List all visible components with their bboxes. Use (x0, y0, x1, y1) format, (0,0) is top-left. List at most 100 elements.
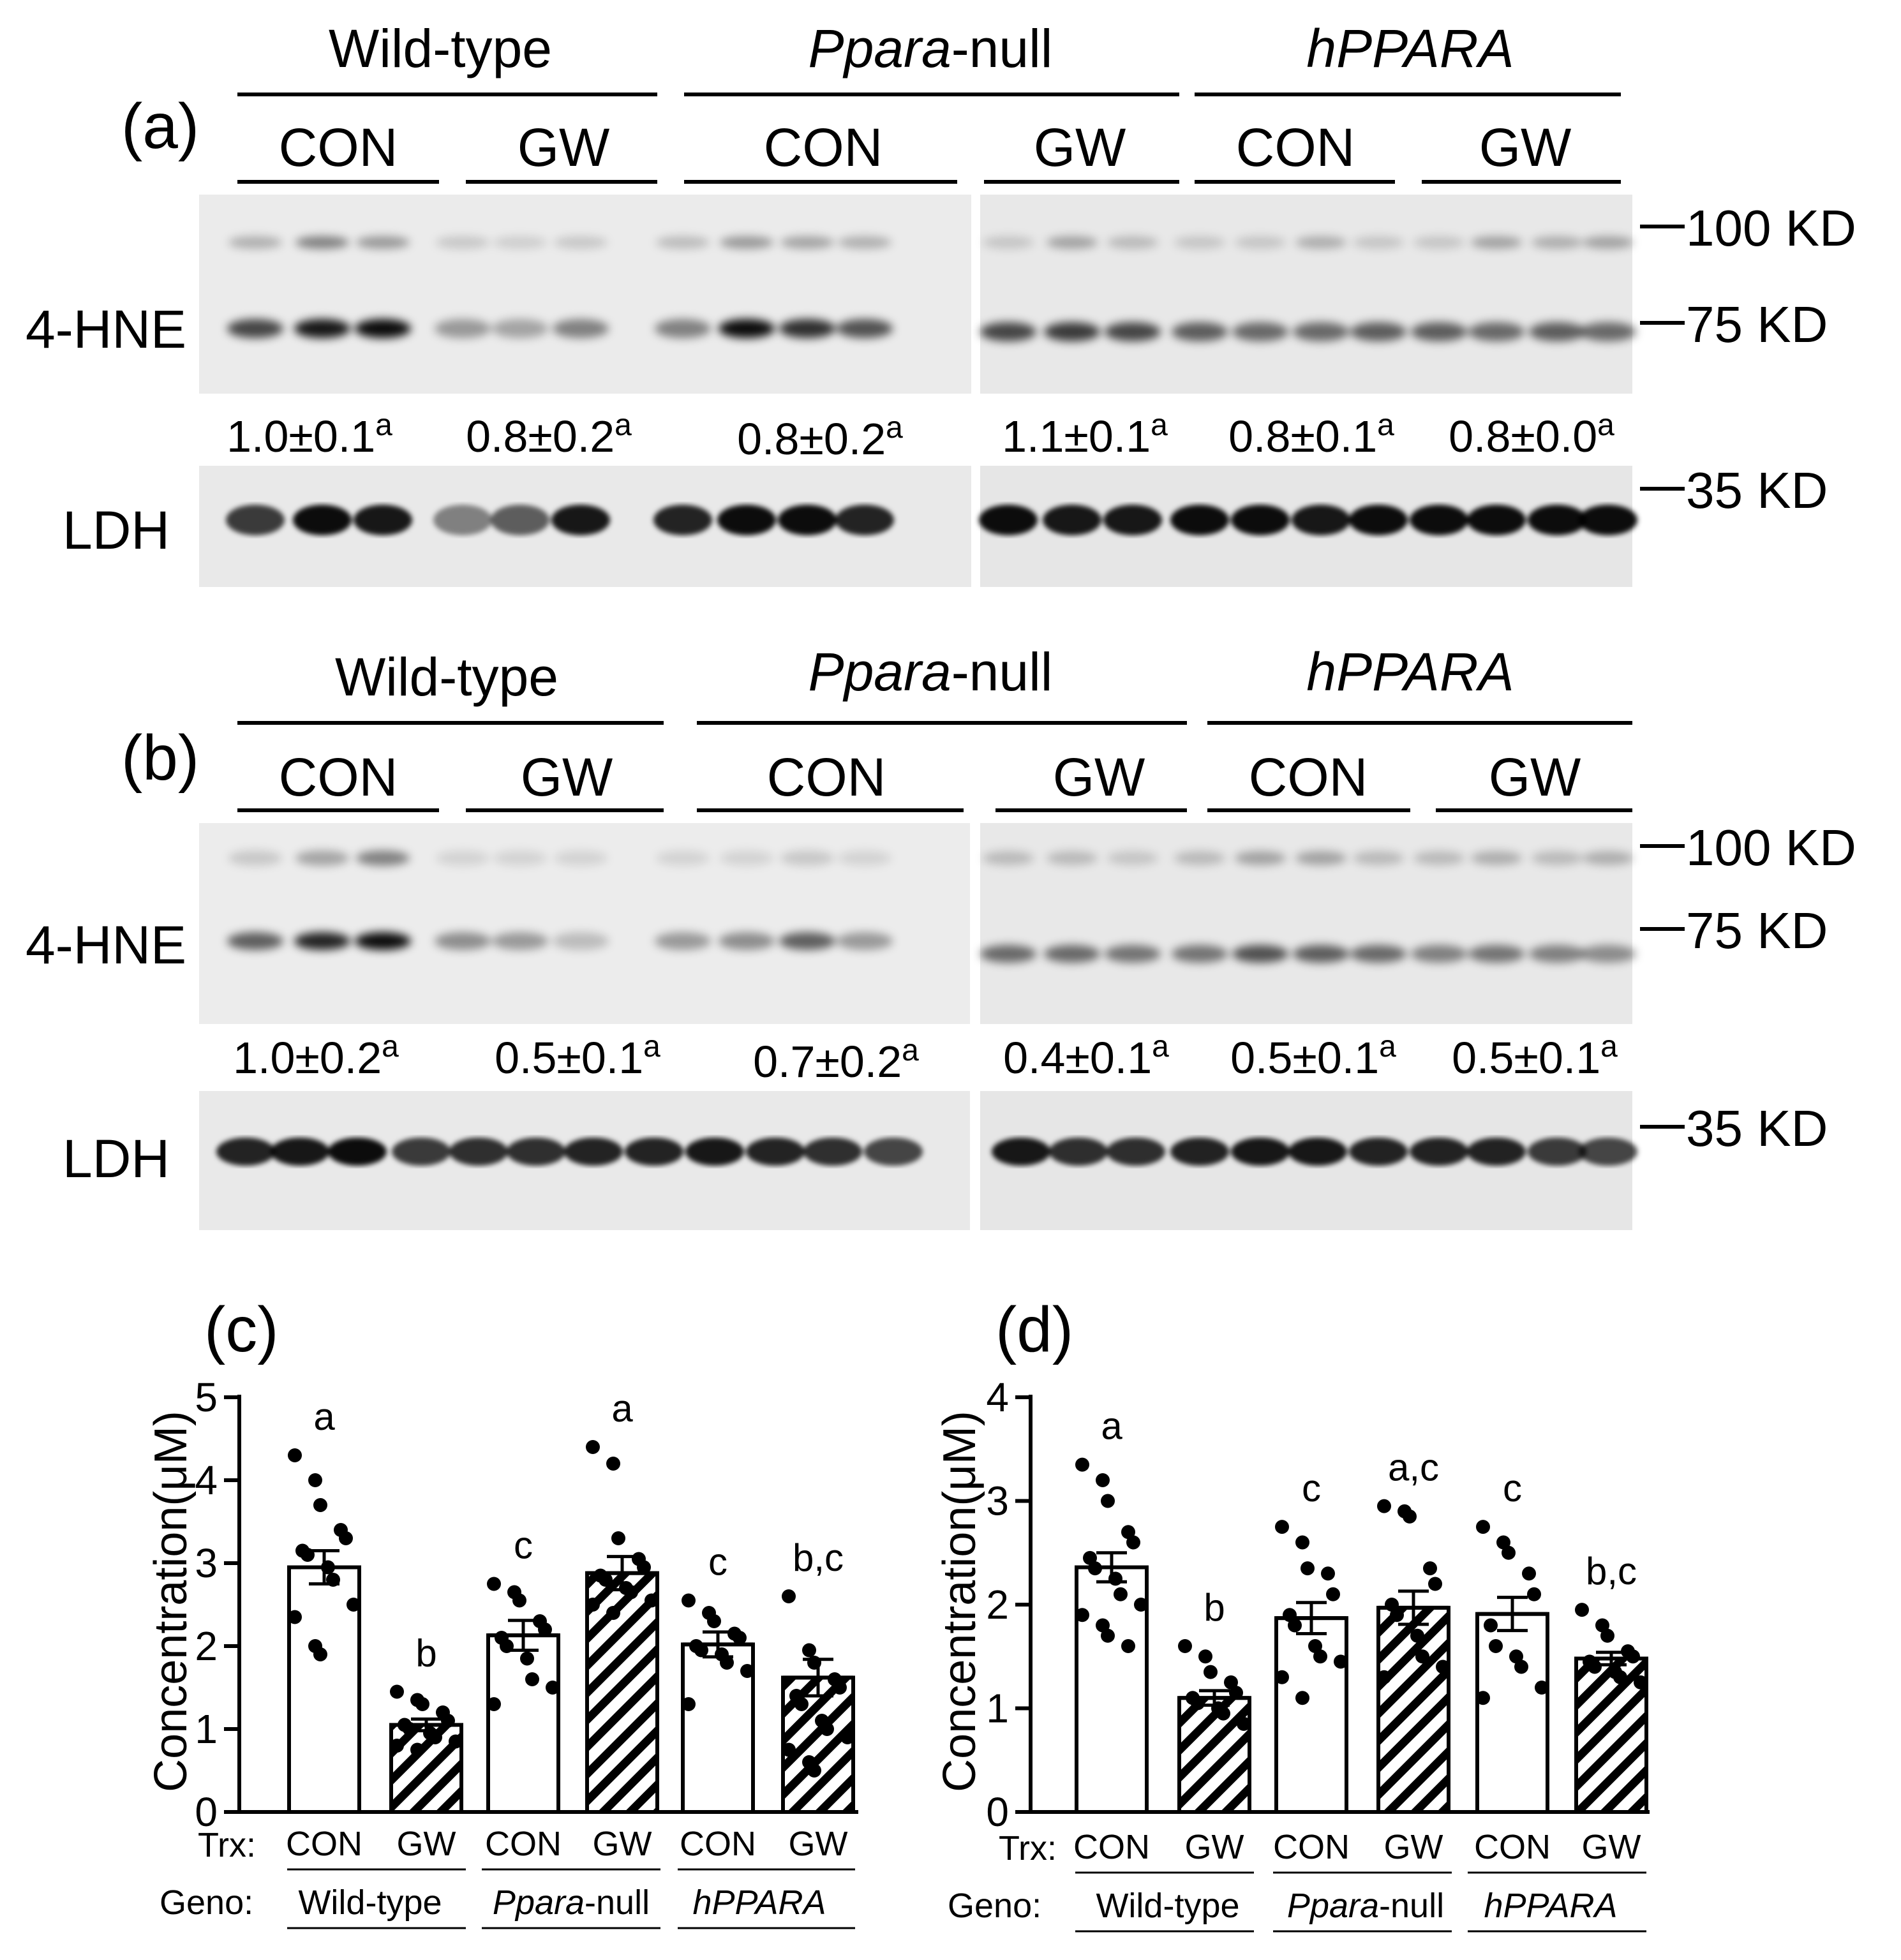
blot-band (1295, 236, 1346, 249)
panel-a-ratio-0: 1.0±0.1a (227, 408, 392, 461)
blot-band (1468, 945, 1525, 963)
blot-band (227, 319, 283, 338)
data-point (1588, 1659, 1602, 1674)
data-point (1502, 1545, 1516, 1560)
data-point (1377, 1499, 1391, 1513)
panel-a-trt-4: CON (1236, 117, 1355, 177)
blot-band (1349, 505, 1408, 535)
blot-band (554, 850, 608, 866)
data-point (637, 1560, 651, 1575)
blot-band (1105, 945, 1161, 963)
blot-band (356, 236, 410, 249)
panel-a-label: (a) (121, 91, 199, 162)
blot-band (1047, 236, 1098, 249)
data-point (1295, 1691, 1309, 1705)
panel-a-trt-2: CON (764, 117, 883, 177)
blot-band (1288, 1138, 1347, 1166)
blot-band (553, 932, 609, 950)
data-point (1484, 1618, 1498, 1633)
significance-letter: a (611, 1387, 633, 1430)
blot-band (1235, 851, 1286, 865)
blot-band (864, 1138, 923, 1166)
panel-a-geno-wt: Wild-type (329, 19, 552, 78)
significance-letter: c (708, 1541, 727, 1584)
blot-band (780, 850, 834, 866)
blot-band (1413, 236, 1465, 249)
panel-b: (b) Wild-type Ppara-null hPPARA CON GW C… (26, 642, 1856, 1230)
blot-band (492, 319, 548, 338)
data-point (645, 1593, 659, 1608)
panel-b-band-4hne: 4-HNE (26, 915, 186, 975)
blot-band (1528, 1138, 1586, 1166)
panel-d-geno-null: Ppara-null (1287, 1887, 1444, 1925)
blot-band (295, 236, 349, 249)
blot-band (271, 1138, 329, 1166)
blot-band (216, 1138, 275, 1166)
data-point (694, 1643, 708, 1658)
blot-band (1532, 236, 1583, 249)
blot-band (1528, 505, 1586, 535)
y-tick-label: 1 (986, 1686, 1009, 1732)
significance-letter: b (1204, 1586, 1225, 1629)
data-point (1216, 1706, 1230, 1721)
data-point (611, 1531, 625, 1545)
data-point (1595, 1618, 1609, 1633)
blot-band (226, 505, 285, 535)
blot-band (720, 236, 773, 249)
bar (1376, 1605, 1450, 1814)
significance-letter: a,c (1388, 1446, 1439, 1489)
panel-a-trt-1: GW (518, 117, 610, 177)
data-point (1423, 1561, 1437, 1576)
blot-band (1583, 236, 1634, 249)
blot-band (1231, 1138, 1290, 1166)
x-tick-label: GW (1185, 1828, 1244, 1866)
panel-c-geno-null: Ppara-null (493, 1883, 650, 1922)
data-point (1415, 1649, 1429, 1664)
data-point (740, 1664, 754, 1678)
data-point (1489, 1639, 1503, 1653)
data-point (1509, 1649, 1523, 1664)
data-point (1096, 1473, 1110, 1487)
blot-band (983, 851, 1034, 865)
blot-band (1350, 322, 1406, 341)
data-point (347, 1598, 361, 1612)
blot-band (1532, 851, 1583, 865)
blot-band (1172, 322, 1228, 341)
blot-band (625, 1138, 683, 1166)
blot-band (803, 1138, 862, 1166)
blot-band (1174, 851, 1225, 865)
panel-a-trt-0: CON (279, 117, 398, 177)
blot-band (1471, 851, 1522, 865)
panel-d-geno-label: Geno: (948, 1887, 1041, 1925)
panel-a-ratio-1: 0.8±0.2a (466, 408, 632, 461)
data-point (546, 1681, 560, 1695)
data-point (1428, 1577, 1442, 1591)
blot-band (295, 850, 349, 866)
data-point (782, 1589, 796, 1603)
data-point (1101, 1494, 1115, 1508)
blot-band (294, 319, 350, 338)
panel-d-trx-label: Trx: (999, 1829, 1057, 1867)
blot-band (655, 319, 711, 338)
blot-band (1107, 851, 1158, 865)
x-tick-label: GW (789, 1825, 848, 1863)
blot-band (1049, 1138, 1108, 1166)
panel-b-marker-35: 35 KD (1686, 1100, 1828, 1157)
panel-a-marker-75: 75 KD (1686, 296, 1828, 353)
blot-band (1413, 851, 1465, 865)
blot-band (1467, 505, 1526, 535)
significance-letter: c (1503, 1467, 1522, 1510)
blot-band (656, 236, 710, 249)
blot-band (227, 932, 283, 950)
y-tick-label: 3 (986, 1478, 1009, 1524)
panel-a-blot-4hne (199, 195, 1636, 394)
blot-band (1411, 945, 1467, 963)
data-point (1476, 1691, 1490, 1705)
data-point (1326, 1587, 1340, 1601)
data-point (390, 1739, 404, 1753)
blot-band (1044, 945, 1100, 963)
data-point (782, 1742, 796, 1757)
bar (287, 1565, 361, 1814)
blot-band (980, 945, 1036, 963)
